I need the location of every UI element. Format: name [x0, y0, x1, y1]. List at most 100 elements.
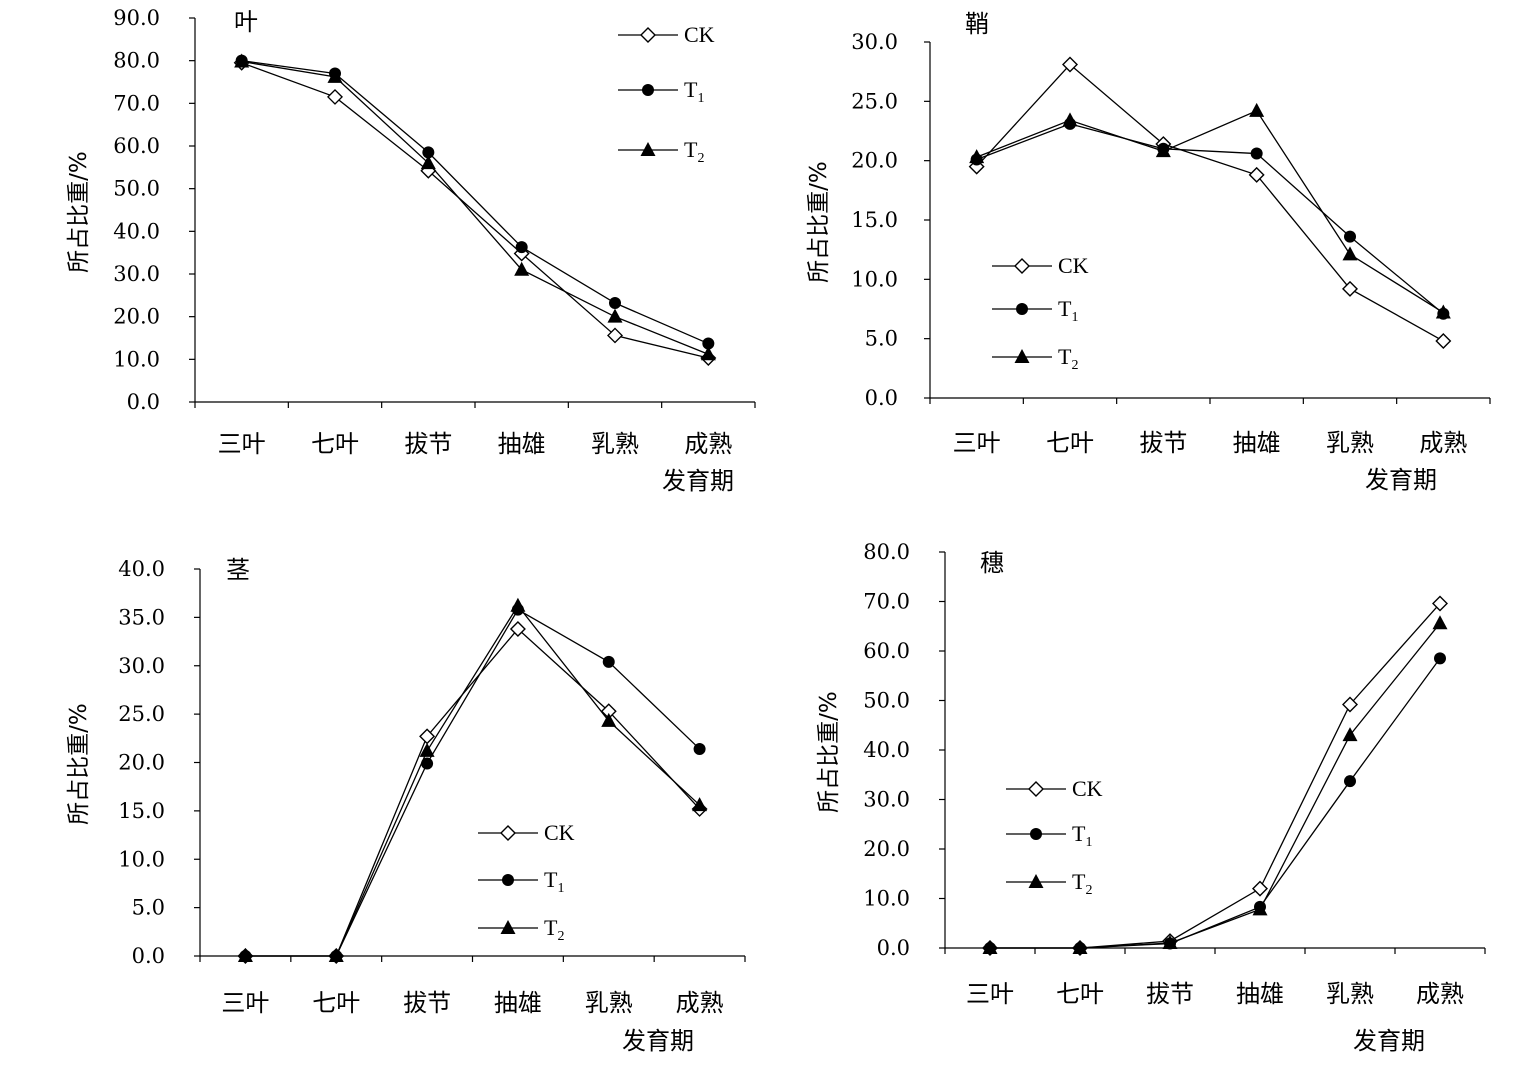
series-line	[241, 60, 709, 355]
legend-marker	[1016, 303, 1028, 315]
legend-marker	[500, 825, 516, 841]
legend-marker	[1014, 349, 1030, 363]
data-point	[609, 297, 621, 310]
x-category-label: 拔节	[403, 989, 451, 1017]
data-point	[1155, 143, 1171, 158]
y-tick-label: 40.0	[863, 738, 910, 762]
legend: CK T1 T2	[618, 22, 715, 166]
series-line	[245, 604, 701, 957]
chart-panel-2: 0.0 5.0 10.0 15.0 20.0 25.0 30.0 三叶 七叶 拔节 抽雄 乳熟 成熟发育…	[806, 10, 1491, 494]
series-line	[976, 110, 1444, 314]
data-point	[607, 327, 623, 344]
y-tick-label: 20.0	[113, 305, 160, 329]
x-category-label: 拔节	[1139, 429, 1187, 457]
y-tick-label: 25.0	[118, 702, 165, 726]
data-point	[510, 597, 526, 612]
y-tick-label: 25.0	[851, 89, 898, 113]
data-point	[1434, 652, 1446, 665]
y-tick-label: 70.0	[863, 590, 910, 614]
y-tick-label: 0.0	[865, 386, 898, 410]
series-line	[976, 63, 1444, 342]
legend-marker	[640, 27, 656, 43]
y-tick-label: 0.0	[877, 936, 910, 960]
x-category-label: 三叶	[221, 989, 269, 1017]
x-category-label: 乳熟	[1326, 429, 1374, 457]
chart-panel-3: 0.0 5.0 10.0 15.0 20.0 25.0 30.0 35.0 40.0 三叶 七叶 拔节…	[66, 556, 746, 1055]
y-tick-label: 20.0	[863, 837, 910, 861]
y-tick-label: 50.0	[863, 689, 910, 713]
data-point	[1250, 147, 1263, 160]
data-point	[422, 146, 435, 159]
data-point	[693, 742, 706, 755]
data-point	[514, 261, 530, 276]
data-point	[1252, 901, 1268, 916]
data-point	[1062, 112, 1078, 127]
y-tick-label: 30.0	[863, 788, 910, 812]
x-category-label: 乳熟	[591, 430, 639, 458]
data-point	[1432, 615, 1448, 630]
x-axis-title: 发育期	[622, 1027, 694, 1055]
y-tick-label: 30.0	[118, 654, 165, 678]
y-axis-title: 所占比重/%	[816, 691, 842, 813]
y-tick-label: 30.0	[113, 262, 160, 286]
x-category-label: 七叶	[312, 989, 360, 1017]
y-tick-label: 10.0	[118, 847, 165, 871]
chart-title: 茎	[226, 556, 250, 584]
series-line	[990, 658, 1441, 949]
x-category-label: 乳熟	[1326, 980, 1374, 1008]
x-category-label: 乳熟	[585, 989, 633, 1017]
y-tick-label: 10.0	[113, 347, 160, 371]
x-category-label: 成熟	[1419, 429, 1467, 457]
legend-label: CK	[1072, 776, 1103, 801]
x-category-label: 成熟	[684, 430, 732, 458]
data-point	[982, 940, 998, 954]
chart-title: 鞘	[965, 10, 989, 38]
data-point	[1252, 880, 1268, 897]
x-category-label: 七叶	[1056, 980, 1104, 1008]
series-line	[241, 62, 709, 359]
chart-panel-4: 0.0 10.0 20.0 30.0 40.0 50.0 60.0 70.0 80.0 三叶 七叶 拔…	[816, 540, 1486, 1055]
data-point	[1072, 940, 1088, 954]
y-tick-label: 10.0	[851, 267, 898, 291]
x-category-label: 拔节	[1146, 980, 1194, 1008]
legend-label: T1	[1072, 821, 1092, 850]
x-category-label: 抽雄	[498, 430, 546, 458]
y-tick-label: 20.0	[118, 751, 165, 775]
data-point	[1249, 102, 1265, 117]
series-line	[245, 608, 701, 957]
y-tick-label: 0.0	[127, 390, 160, 414]
data-point	[1062, 56, 1078, 73]
legend-marker	[642, 84, 654, 96]
data-point	[509, 620, 526, 637]
data-point	[1342, 280, 1358, 297]
data-point	[515, 241, 528, 254]
data-point	[234, 53, 250, 68]
data-point	[1162, 935, 1178, 950]
x-category-label: 拔节	[404, 430, 452, 458]
legend-marker	[1028, 874, 1044, 888]
y-axis-title: 所占比重/%	[806, 161, 832, 283]
y-tick-label: 20.0	[851, 149, 898, 173]
chart-title: 叶	[234, 8, 258, 36]
legend: CK T1 T2	[992, 253, 1089, 373]
data-point	[601, 712, 617, 727]
y-tick-label: 80.0	[863, 540, 910, 564]
legend-label: CK	[544, 820, 575, 845]
x-axis-title: 发育期	[1353, 1027, 1425, 1055]
x-category-label: 七叶	[1046, 429, 1094, 457]
y-tick-label: 80.0	[113, 49, 160, 73]
data-point	[419, 742, 435, 757]
data-point	[602, 655, 615, 668]
data-point	[1435, 304, 1451, 319]
data-point	[1432, 595, 1448, 612]
x-category-label: 成熟	[676, 989, 724, 1017]
data-point	[327, 68, 343, 83]
legend-marker	[1014, 258, 1030, 274]
data-point	[969, 149, 985, 164]
data-point	[1342, 246, 1358, 261]
data-point	[420, 155, 436, 170]
legend-marker	[1030, 828, 1042, 840]
legend-label: T2	[1058, 344, 1078, 373]
y-tick-label: 0.0	[132, 944, 165, 968]
chart-title: 穗	[980, 549, 1004, 577]
